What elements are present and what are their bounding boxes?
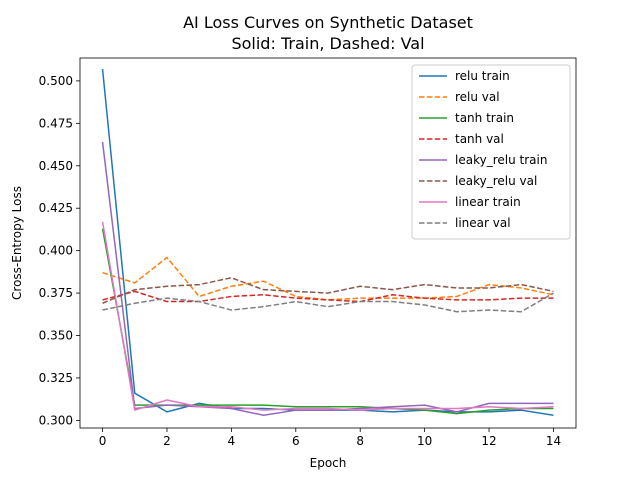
legend-label-0: relu train [455, 69, 510, 83]
y-tick-label-6: 0.450 [39, 159, 73, 173]
x-tick-label-2: 4 [228, 434, 236, 448]
x-tick-label-1: 2 [163, 434, 171, 448]
legend-box [411, 64, 571, 240]
legend: relu train relu val tanh train tanh val leak… [411, 64, 571, 240]
x-axis-label: Epoch [310, 456, 347, 470]
legend-label-7: linear val [455, 216, 511, 230]
chart-subtitle: Solid: Train, Dashed: Val [231, 34, 424, 53]
y-axis-label: Cross-Entropy Loss [10, 186, 24, 300]
y-tick-label-4: 0.400 [39, 244, 73, 258]
legend-label-6: linear train [455, 195, 521, 209]
x-tick-label-4: 8 [356, 434, 364, 448]
y-tick-label-7: 0.475 [39, 116, 73, 130]
x-tick-label-6: 12 [481, 434, 496, 448]
x-tick-label-3: 6 [292, 434, 300, 448]
x-tick-label-0: 0 [99, 434, 107, 448]
series-line-7 [102, 292, 554, 313]
series-line-6 [101, 221, 554, 411]
axes-frame [79, 57, 577, 429]
y-tick-label-1: 0.325 [39, 371, 73, 385]
y-tick-label-8: 0.500 [39, 74, 73, 88]
x-tick-label-7: 14 [546, 434, 561, 448]
series-line-4 [101, 141, 554, 417]
legend-label-1: relu val [455, 90, 500, 104]
series-line-3 [102, 290, 554, 303]
x-tick-label-5: 10 [417, 434, 432, 448]
series-line-5 [102, 277, 554, 304]
y-tick-label-3: 0.375 [39, 286, 73, 300]
legend-label-3: tanh val [455, 132, 504, 146]
chart-title: AI Loss Curves on Synthetic Dataset [183, 13, 473, 32]
y-tick-label-5: 0.425 [39, 201, 73, 215]
legend-label-5: leaky_relu val [455, 174, 537, 188]
y-tick-label-2: 0.350 [39, 329, 73, 343]
plot-area: 0 2 4 6 8 10 12 14 0.300 0.325 0.350 0.375 0.400 0.42… [39, 57, 577, 448]
legend-label-4: leaky_relu train [455, 153, 547, 167]
y-tick-label-0: 0.300 [39, 413, 73, 427]
legend-label-2: tanh train [455, 111, 514, 125]
